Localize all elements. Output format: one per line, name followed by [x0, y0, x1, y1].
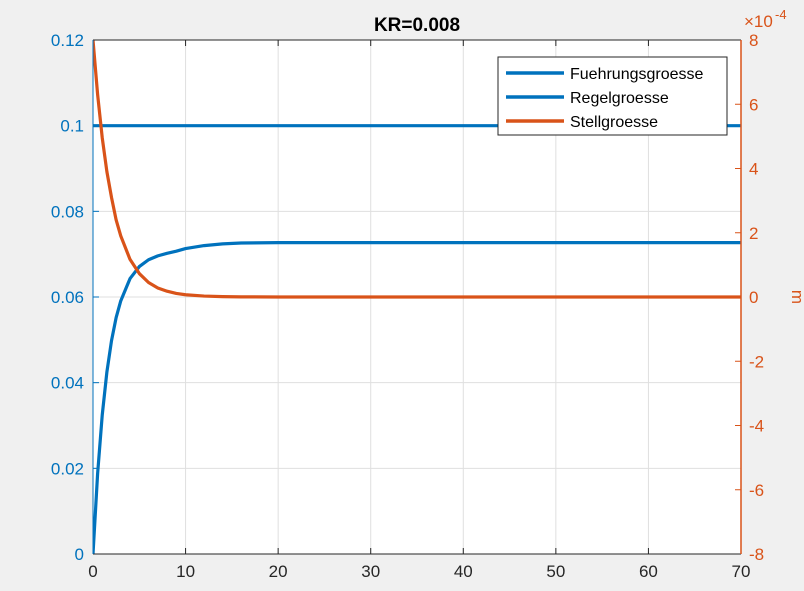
right-axis-label: m	[788, 290, 804, 304]
y-left-tick-label: 0.1	[60, 117, 84, 136]
y-right-tick-label: -2	[749, 352, 764, 371]
exponent-base: ×10	[744, 12, 773, 31]
legend[interactable]: Fuehrungsgroesse Regelgroesse Stellgroesse	[497, 56, 728, 136]
legend-entry-label: Regelgroesse	[570, 90, 669, 107]
y-left-tick-label: 0.12	[51, 31, 84, 50]
y-right-tick-label: 4	[749, 160, 758, 179]
y-left-tick-label: 0.08	[51, 202, 84, 221]
x-tick-label: 20	[269, 562, 288, 581]
legend-entry-label: Fuehrungsgroesse	[570, 66, 704, 83]
x-tick-label: 10	[176, 562, 195, 581]
right-axis-exponent: ×10 -4	[744, 7, 787, 31]
x-tick-label: 40	[454, 562, 473, 581]
x-tick-label: 30	[361, 562, 380, 581]
axes	[92, 39, 742, 555]
x-tick-label: 50	[546, 562, 565, 581]
y-right-tick-label: -8	[749, 545, 764, 564]
y-right-tick-label: -6	[749, 481, 764, 500]
series-line-stellgroesse	[93, 39, 741, 299]
x-tick-label: 0	[88, 562, 97, 581]
chart-title: KR=0.008	[374, 15, 460, 36]
series-line-regelgroesse	[93, 241, 741, 555]
y-right-tick-label: 6	[749, 95, 758, 114]
legend-entry-label: Stellgroesse	[570, 114, 658, 131]
tick-labels: 0 10 20 30 40 50 60 7000.020.040.060.080.10.12-…	[51, 31, 764, 581]
y-left-tick-label: 0	[75, 545, 84, 564]
y-right-tick-label: 8	[749, 31, 758, 50]
y-left-tick-label: 0.06	[51, 288, 84, 307]
x-tick-label: 70	[732, 562, 751, 581]
y-right-tick-label: 0	[749, 288, 758, 307]
y-left-tick-label: 0.02	[51, 459, 84, 478]
exponent-power: -4	[775, 7, 787, 22]
y-left-tick-label: 0.04	[51, 374, 84, 393]
y-right-tick-label: 2	[749, 224, 758, 243]
x-tick-label: 60	[639, 562, 658, 581]
y-right-tick-label: -4	[749, 417, 764, 436]
